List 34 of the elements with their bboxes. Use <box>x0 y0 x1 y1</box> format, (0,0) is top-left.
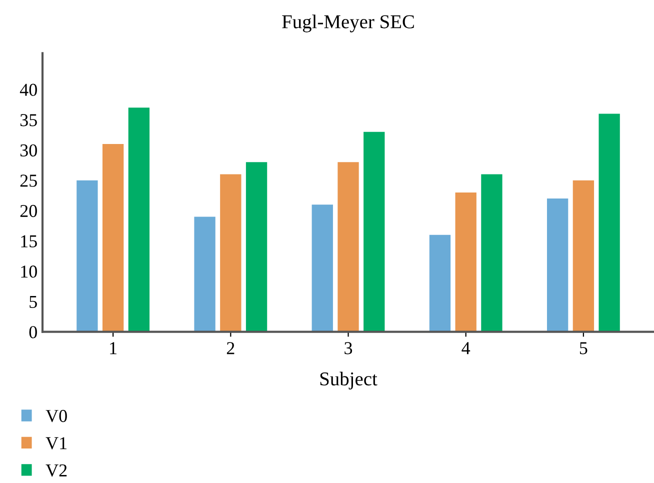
bar <box>364 132 385 332</box>
bar <box>429 234 451 332</box>
bar <box>194 216 216 332</box>
y-tick-label: 25 <box>20 174 37 187</box>
x-tick-label: 2 <box>226 342 234 354</box>
bar <box>598 114 620 332</box>
y-tick-label: 20 <box>20 204 37 218</box>
bar <box>220 174 242 332</box>
bar <box>102 144 124 332</box>
bar <box>338 162 359 332</box>
y-tick-label: 30 <box>20 144 37 157</box>
y-tick-label: 15 <box>21 235 37 248</box>
x-tick-label: 1 <box>110 342 116 354</box>
legend-label: V2 <box>46 464 67 477</box>
y-tick-label: 0 <box>29 326 37 338</box>
bar <box>572 180 594 332</box>
bar <box>312 204 333 332</box>
y-tick-label: 35 <box>20 114 37 126</box>
bar <box>128 108 150 332</box>
bar <box>246 162 268 332</box>
bar <box>455 192 476 332</box>
x-tick-label: 3 <box>344 342 352 354</box>
x-axis-title: Subject <box>320 372 378 390</box>
bar <box>76 180 98 332</box>
legend-label: V0 <box>46 410 67 422</box>
x-tick-label: 4 <box>462 342 470 354</box>
chart-title: Fugl-Meyer SEC <box>282 14 414 32</box>
legend-label: V1 <box>46 437 67 450</box>
bar <box>481 174 502 332</box>
x-tick-label: 5 <box>580 342 588 354</box>
bar <box>546 198 568 332</box>
y-tick-label: 40 <box>20 84 37 96</box>
y-tick-label: 5 <box>30 296 37 308</box>
y-tick-label: 10 <box>21 265 37 278</box>
